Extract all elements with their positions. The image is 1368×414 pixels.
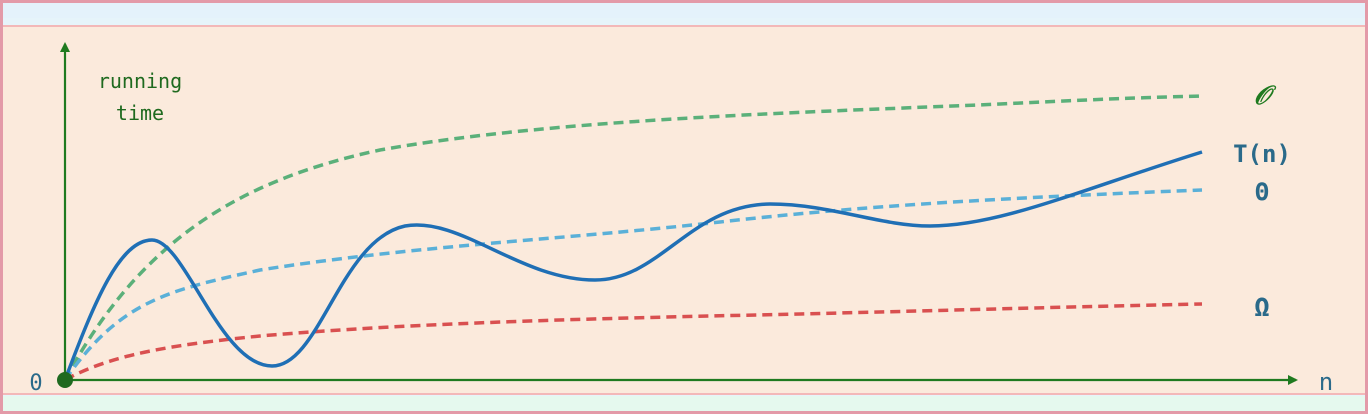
x-axis-label: n <box>1319 368 1333 396</box>
theta-curve <box>63 188 1203 381</box>
t-of-n-curve <box>63 150 1203 381</box>
origin-label: 0 <box>29 371 42 396</box>
omega-curve <box>64 302 1203 382</box>
y-axis-label-line1: running <box>98 69 182 93</box>
bottom-band <box>3 396 1365 411</box>
theta-label: Θ <box>1255 178 1269 206</box>
top-band <box>3 3 1365 18</box>
plot-background <box>3 25 1365 395</box>
big-o-curve <box>63 94 1203 381</box>
t-of-n-label: T(n) <box>1233 140 1291 168</box>
big-o-label: 𝒪 <box>1254 81 1277 111</box>
omega-label: Ω <box>1254 293 1270 323</box>
origin-dot <box>57 372 73 388</box>
y-axis-label-line2: time <box>116 101 164 125</box>
